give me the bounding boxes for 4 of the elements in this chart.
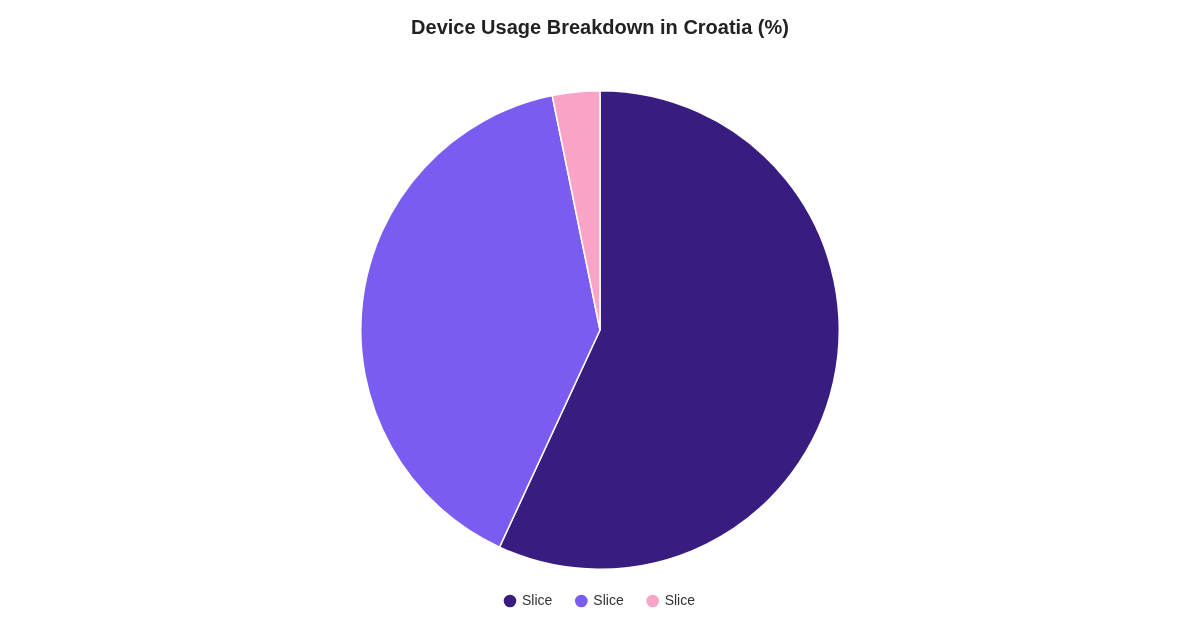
legend-label: Slice	[664, 591, 696, 608]
legend-label: Slice	[521, 591, 553, 608]
chart-title: Device Usage Breakdown in Croatia (%)	[411, 15, 789, 38]
legend-label: Slice	[593, 591, 624, 608]
